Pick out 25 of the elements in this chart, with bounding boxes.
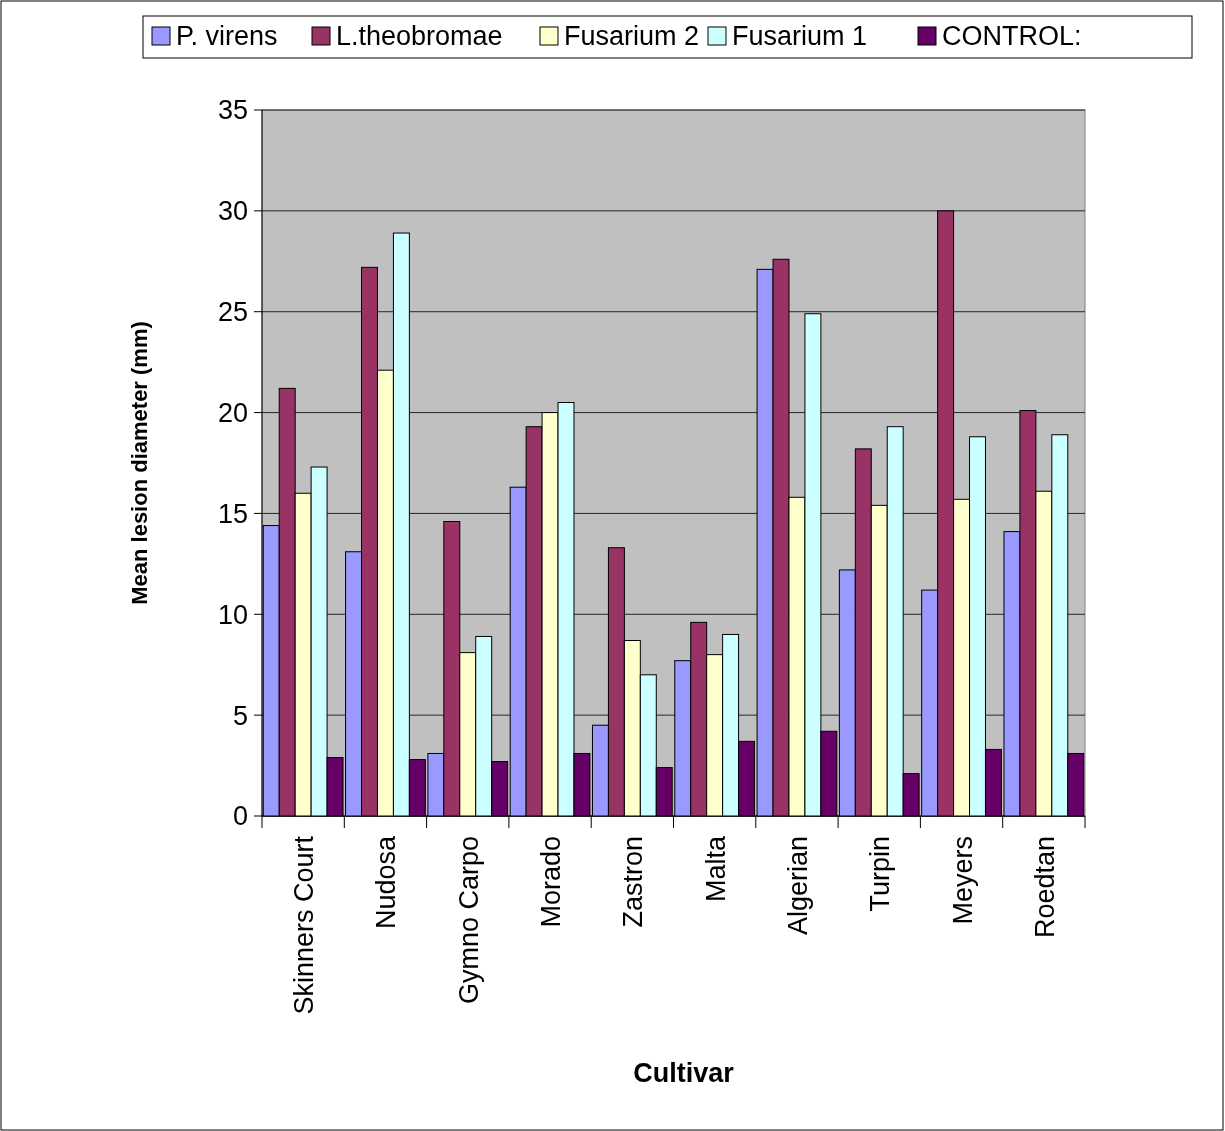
y-tick-label: 20 xyxy=(217,398,248,429)
y-tick-label: 25 xyxy=(217,297,248,328)
legend-label: Fusarium 2 xyxy=(564,21,700,51)
x-tick-label: Meyers xyxy=(947,836,978,925)
legend-label: CONTROL: xyxy=(942,21,1082,51)
x-tick-label: Morado xyxy=(536,836,567,928)
legend-label: P. virens xyxy=(176,21,278,51)
legend-label: Fusarium 1 xyxy=(732,21,868,51)
x-tick-label: Roedtan xyxy=(1029,836,1060,939)
x-tick-label: Skinners Court xyxy=(289,835,320,1015)
x-tick-label: Malta xyxy=(700,835,731,903)
legend-label: L.theobromae xyxy=(336,21,503,51)
x-tick-label: Zastron xyxy=(618,836,649,928)
x-tick-label: Gymno Carpo xyxy=(453,836,484,1005)
y-axis-title: Mean lesion diameter (mm) xyxy=(127,321,152,605)
x-tick-label: Nudosa xyxy=(371,835,402,930)
y-tick-label: 35 xyxy=(217,95,248,126)
y-tick-label: 0 xyxy=(232,801,248,832)
x-tick-label: Turpin xyxy=(865,836,896,912)
x-tick-label: Algerian xyxy=(782,836,813,936)
y-tick-label: 30 xyxy=(217,196,248,227)
x-axis-title: Cultivar xyxy=(633,1058,735,1088)
y-tick-label: 10 xyxy=(217,599,248,630)
y-tick-label: 15 xyxy=(217,498,248,529)
y-tick-label: 5 xyxy=(232,700,248,731)
